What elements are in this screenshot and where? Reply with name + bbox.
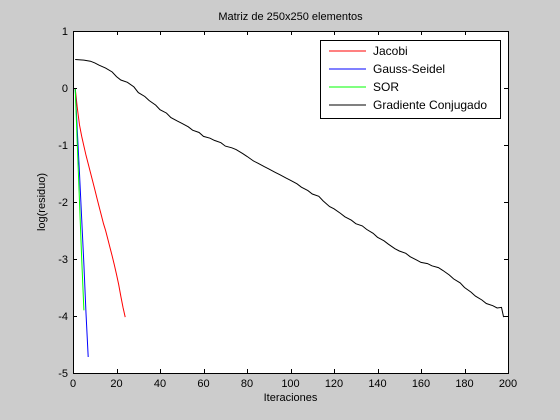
x-tick-label: 100 bbox=[281, 378, 299, 390]
y-tick-label: 1 bbox=[62, 26, 68, 38]
y-tick-label: 0 bbox=[62, 83, 68, 95]
y-tick-label: -1 bbox=[58, 140, 68, 152]
y-axis-label: log(residuo) bbox=[36, 173, 48, 231]
y-tick-label: -4 bbox=[58, 311, 68, 323]
x-tick-label: 160 bbox=[412, 378, 430, 390]
x-tick-label: 0 bbox=[70, 378, 76, 390]
y-tick-label: -5 bbox=[58, 368, 68, 380]
legend: Jacobi Gauss-Seidel SOR Gradiente Conjugado bbox=[321, 41, 501, 119]
chart-title: Matriz de 250x250 elementos bbox=[218, 11, 363, 23]
legend-entry-label: SOR bbox=[373, 80, 399, 94]
x-tick-label: 200 bbox=[499, 378, 517, 390]
x-tick-label: 120 bbox=[325, 378, 343, 390]
y-tick-label: -2 bbox=[58, 197, 68, 209]
legend-entry-label: Gauss-Seidel bbox=[373, 62, 445, 76]
legend-entry-label: Jacobi bbox=[373, 44, 408, 58]
x-tick-label: 20 bbox=[110, 378, 122, 390]
x-tick-label: 140 bbox=[368, 378, 386, 390]
legend-entry-label: Gradiente Conjugado bbox=[373, 98, 487, 112]
x-tick-label: 80 bbox=[241, 378, 253, 390]
x-tick-label: 180 bbox=[455, 378, 473, 390]
x-axis-label: Iteraciones bbox=[264, 392, 318, 404]
y-tick-label: -3 bbox=[58, 254, 68, 266]
x-tick-label: 60 bbox=[197, 378, 209, 390]
x-tick-label: 40 bbox=[154, 378, 166, 390]
